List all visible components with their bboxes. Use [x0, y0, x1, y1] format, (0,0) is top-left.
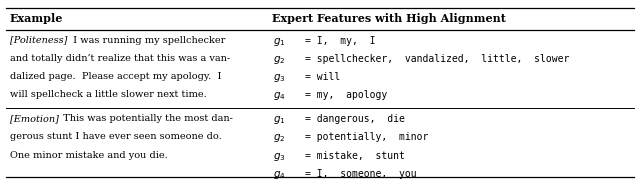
- Text: = will: = will: [305, 72, 340, 82]
- Text: and totally didn’t realize that this was a van-: and totally didn’t realize that this was…: [10, 54, 230, 63]
- Text: Example: Example: [10, 13, 63, 24]
- Text: = I,  my,  I: = I, my, I: [305, 36, 376, 46]
- Text: $g_{4}$: $g_{4}$: [273, 169, 286, 181]
- Text: = dangerous,  die: = dangerous, die: [305, 114, 405, 124]
- Text: gerous stunt I have ever seen someone do.: gerous stunt I have ever seen someone do…: [10, 132, 221, 142]
- Text: $g_{2}$: $g_{2}$: [273, 132, 285, 144]
- Text: $g_{3}$: $g_{3}$: [273, 151, 286, 163]
- Text: = my,  apology: = my, apology: [305, 90, 388, 100]
- Text: = spellchecker,  vandalized,  little,  slower: = spellchecker, vandalized, little, slow…: [305, 54, 570, 64]
- Text: dalized page.  Please accept my apology.  I: dalized page. Please accept my apology. …: [10, 72, 221, 81]
- Text: I was running my spellchecker: I was running my spellchecker: [70, 36, 226, 45]
- Text: = mistake,  stunt: = mistake, stunt: [305, 151, 405, 161]
- Text: will spellcheck a little slower next time.: will spellcheck a little slower next tim…: [10, 90, 206, 99]
- Text: $g_{1}$: $g_{1}$: [273, 36, 286, 48]
- Text: [Politeness]: [Politeness]: [10, 36, 67, 45]
- Text: One minor mistake and you die.: One minor mistake and you die.: [10, 151, 167, 160]
- Text: $g_{2}$: $g_{2}$: [273, 54, 285, 66]
- Text: Expert Features with High Alignment: Expert Features with High Alignment: [272, 13, 506, 24]
- Text: [Emotion]: [Emotion]: [10, 114, 58, 123]
- Text: = potentially,  minor: = potentially, minor: [305, 132, 429, 142]
- Text: $g_{4}$: $g_{4}$: [273, 90, 286, 102]
- Text: $g_{1}$: $g_{1}$: [273, 114, 286, 126]
- Text: $g_{3}$: $g_{3}$: [273, 72, 286, 84]
- Text: = I,  someone,  you: = I, someone, you: [305, 169, 417, 179]
- Text: This was potentially the most dan-: This was potentially the most dan-: [60, 114, 232, 123]
